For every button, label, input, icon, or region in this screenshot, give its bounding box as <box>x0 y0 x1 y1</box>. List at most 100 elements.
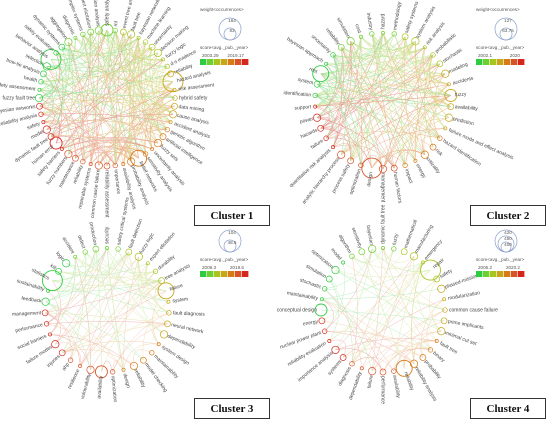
keyword-node <box>378 164 388 174</box>
legend-size-value: 164 <box>228 18 236 23</box>
keyword-label: design <box>366 171 374 187</box>
keyword-label: decision analysis <box>90 0 101 27</box>
link <box>55 251 129 345</box>
link <box>98 30 174 115</box>
legend-size-title: weight<occurrences> <box>200 7 244 12</box>
keyword-label: simulation <box>305 263 328 280</box>
cluster-legend: weight<occurrences> 164 83 score<avg._pub._… <box>200 7 249 65</box>
link <box>404 117 449 166</box>
keyword-label: health <box>23 75 38 84</box>
keyword-label: reliability <box>133 368 147 389</box>
link <box>52 251 86 281</box>
keyword-node <box>440 317 448 325</box>
keyword-label: safety analysis <box>104 0 110 26</box>
link <box>128 251 168 324</box>
keyword-label: failure mode and effect analysis <box>448 127 515 161</box>
link <box>68 41 171 123</box>
keyword-node <box>447 103 455 110</box>
keyword-label: durability <box>157 254 177 271</box>
link <box>43 121 116 166</box>
link <box>325 32 384 139</box>
keyword-node <box>411 37 420 46</box>
keyword-node <box>433 275 441 283</box>
link <box>45 247 108 302</box>
keyword-node <box>381 31 385 35</box>
link <box>403 352 424 369</box>
link <box>317 54 434 85</box>
keyword-node <box>103 162 111 170</box>
keyword-node <box>59 146 64 151</box>
link <box>320 73 395 169</box>
link <box>49 334 91 370</box>
link <box>393 106 451 169</box>
link <box>40 89 175 115</box>
link <box>329 339 347 358</box>
keyword-node <box>430 52 436 58</box>
keyword-node <box>319 297 324 302</box>
legend-size-value: 104 <box>228 230 236 235</box>
link <box>58 251 129 274</box>
link <box>45 256 76 302</box>
link <box>434 73 446 129</box>
keyword-label: neural network <box>171 322 205 335</box>
keyword-label: criticality <box>425 156 442 175</box>
keyword-node <box>148 43 156 51</box>
link <box>435 73 450 118</box>
keyword-node <box>152 268 159 274</box>
link <box>329 278 339 342</box>
legend-size-value: 63.75 <box>502 28 514 33</box>
link <box>144 47 153 149</box>
link <box>45 312 59 335</box>
link <box>324 330 431 351</box>
link <box>45 312 81 366</box>
link <box>315 41 416 96</box>
legend-color-title: score<avg._pub._year> <box>200 45 249 50</box>
link <box>61 31 91 52</box>
link <box>382 54 434 170</box>
keyword-label: defect <box>76 235 87 250</box>
keyword-node <box>159 133 167 140</box>
keyword-label: reliability <box>402 371 414 392</box>
legend-year-max: 2019.6 <box>230 265 244 270</box>
keyword-node <box>346 37 355 46</box>
keyword-node <box>413 158 418 163</box>
link <box>324 248 373 332</box>
link <box>79 251 130 366</box>
keyword-node <box>358 248 366 256</box>
legend-year-max: 2019.17 <box>227 53 244 58</box>
keyword-node <box>314 303 328 317</box>
link <box>332 41 416 59</box>
link <box>316 54 337 118</box>
keyword-label: cost <box>353 23 362 34</box>
keyword-node <box>67 357 74 363</box>
link <box>43 121 139 159</box>
link <box>123 31 164 137</box>
keyword-label: hazard <box>380 13 386 29</box>
link <box>142 301 169 361</box>
link <box>137 256 159 345</box>
link <box>361 262 424 369</box>
keyword-label: impact <box>403 168 414 184</box>
link <box>82 34 174 115</box>
link <box>138 256 167 292</box>
keyword-node <box>429 143 437 151</box>
keyword-label: prime implicants <box>447 319 484 331</box>
keyword-node <box>88 162 93 166</box>
keyword-node <box>94 26 103 35</box>
keyword-label: design <box>121 373 131 389</box>
link <box>45 256 76 302</box>
legend-color-swatch <box>235 271 242 277</box>
link <box>154 280 169 314</box>
link <box>45 301 144 361</box>
link <box>315 33 395 96</box>
keyword-node <box>164 320 171 328</box>
link <box>62 340 159 354</box>
keyword-label: management <box>380 173 386 203</box>
cluster-links <box>44 247 170 372</box>
legend-color-swatch <box>483 271 490 277</box>
keyword-label: tree analysis <box>164 263 192 282</box>
keyword-node <box>119 28 127 36</box>
keyword-node <box>87 28 95 36</box>
link <box>46 248 97 324</box>
link <box>39 41 70 91</box>
